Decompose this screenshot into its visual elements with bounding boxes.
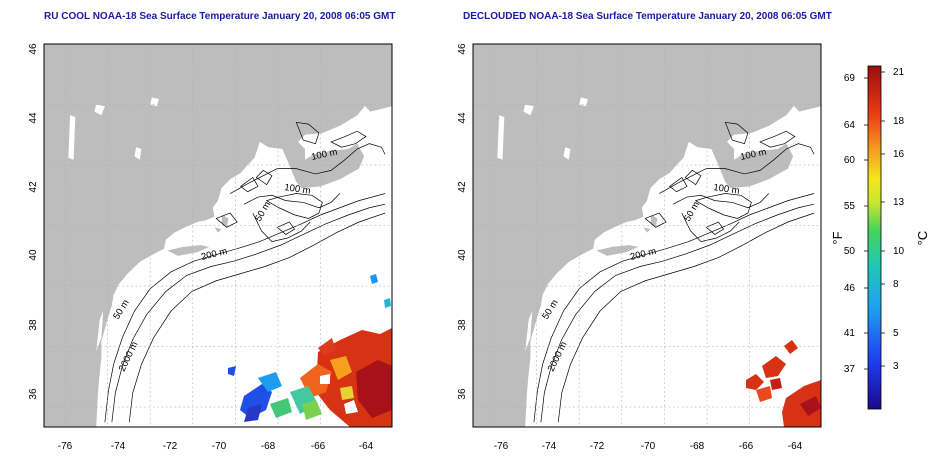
lat-tick: 40 [28, 249, 39, 261]
right-map-frame [472, 43, 822, 428]
left-map-title: RU COOL NOAA-18 Sea Surface Temperature … [44, 11, 396, 22]
right-lon-ticks: -76 -74 -72 -70 -68 -66 -64 [494, 441, 803, 452]
colorbar-gradient [867, 65, 882, 410]
right-lat-ticks: 36 38 40 42 44 46 [457, 43, 468, 400]
c-tick: 18 [893, 116, 905, 127]
c-tick: 3 [893, 361, 899, 372]
colorbar: 69 64 60 55 50 46 41 37 21 18 16 13 10 8… [830, 65, 930, 410]
lon-tick: -64 [788, 441, 803, 452]
lat-tick: 42 [457, 181, 468, 193]
celsius-ticks: 21 18 16 13 10 8 5 3 [893, 67, 905, 372]
contour-label-100m-a: 100 m [310, 147, 338, 163]
c-tick: 10 [893, 246, 905, 257]
lat-tick: 44 [28, 112, 39, 124]
c-tick: 16 [893, 149, 905, 160]
left-map-frame [43, 43, 393, 428]
colorbar-ticks [864, 71, 885, 370]
lat-tick: 46 [28, 43, 39, 55]
c-tick: 8 [893, 279, 899, 290]
lon-tick: -70 [212, 441, 227, 452]
f-tick: 60 [844, 155, 856, 166]
lon-tick: -76 [494, 441, 509, 452]
left-map: 100 m 100 m 50 m 200 m 50 m 2000 m -76 -… [28, 43, 393, 452]
fahrenheit-ticks: 69 64 60 55 50 46 41 37 [844, 73, 856, 375]
contour-label-2000m: 2000 m [546, 340, 570, 373]
lon-tick: -66 [311, 441, 326, 452]
lon-tick: -70 [641, 441, 656, 452]
lat-tick: 38 [28, 319, 39, 331]
lon-tick: -74 [542, 441, 557, 452]
lon-tick: -64 [359, 441, 374, 452]
celsius-label: °C [915, 231, 930, 246]
contour-label-50m-a: 50 m [253, 200, 273, 224]
lon-tick: -68 [261, 441, 276, 452]
fahrenheit-label: °F [830, 231, 845, 244]
f-tick: 46 [844, 283, 856, 294]
lat-tick: 46 [457, 43, 468, 55]
lat-tick: 36 [457, 388, 468, 400]
left-lat-ticks: 36 38 40 42 44 46 [28, 43, 39, 400]
lat-tick: 44 [457, 112, 468, 124]
lon-tick: -74 [111, 441, 126, 452]
lat-tick: 38 [457, 319, 468, 331]
lon-tick: -72 [590, 441, 605, 452]
c-tick: 13 [893, 197, 905, 208]
f-tick: 55 [844, 201, 856, 212]
f-tick: 64 [844, 120, 856, 131]
f-tick: 37 [844, 364, 856, 375]
c-tick: 21 [893, 67, 905, 78]
f-tick: 50 [844, 246, 856, 257]
left-lon-ticks: -76 -74 -72 -70 -68 -66 -64 [58, 441, 374, 452]
right-sst-patches [746, 340, 821, 427]
right-map-title: DECLOUDED NOAA-18 Sea Surface Temperatur… [463, 11, 832, 22]
lat-tick: 42 [28, 181, 39, 193]
c-tick: 5 [893, 328, 899, 339]
lat-tick: 40 [457, 249, 468, 261]
contour-label-2000m: 2000 m [117, 340, 141, 373]
lat-tick: 36 [28, 388, 39, 400]
right-map: 100 m 100 m 50 m 200 m 50 m 2000 m -76 -… [457, 43, 822, 452]
contour-label-100m-b: 100 m [713, 182, 741, 197]
lon-tick: -66 [739, 441, 754, 452]
lon-tick: -68 [690, 441, 705, 452]
left-sst-patches [228, 274, 392, 427]
contour-label-50m-a: 50 m [682, 200, 702, 224]
lon-tick: -72 [163, 441, 178, 452]
f-tick: 69 [844, 73, 856, 84]
contour-label-100m-b: 100 m [284, 182, 312, 197]
lon-tick: -76 [58, 441, 73, 452]
f-tick: 41 [844, 328, 856, 339]
contour-label-100m-a: 100 m [739, 147, 767, 163]
